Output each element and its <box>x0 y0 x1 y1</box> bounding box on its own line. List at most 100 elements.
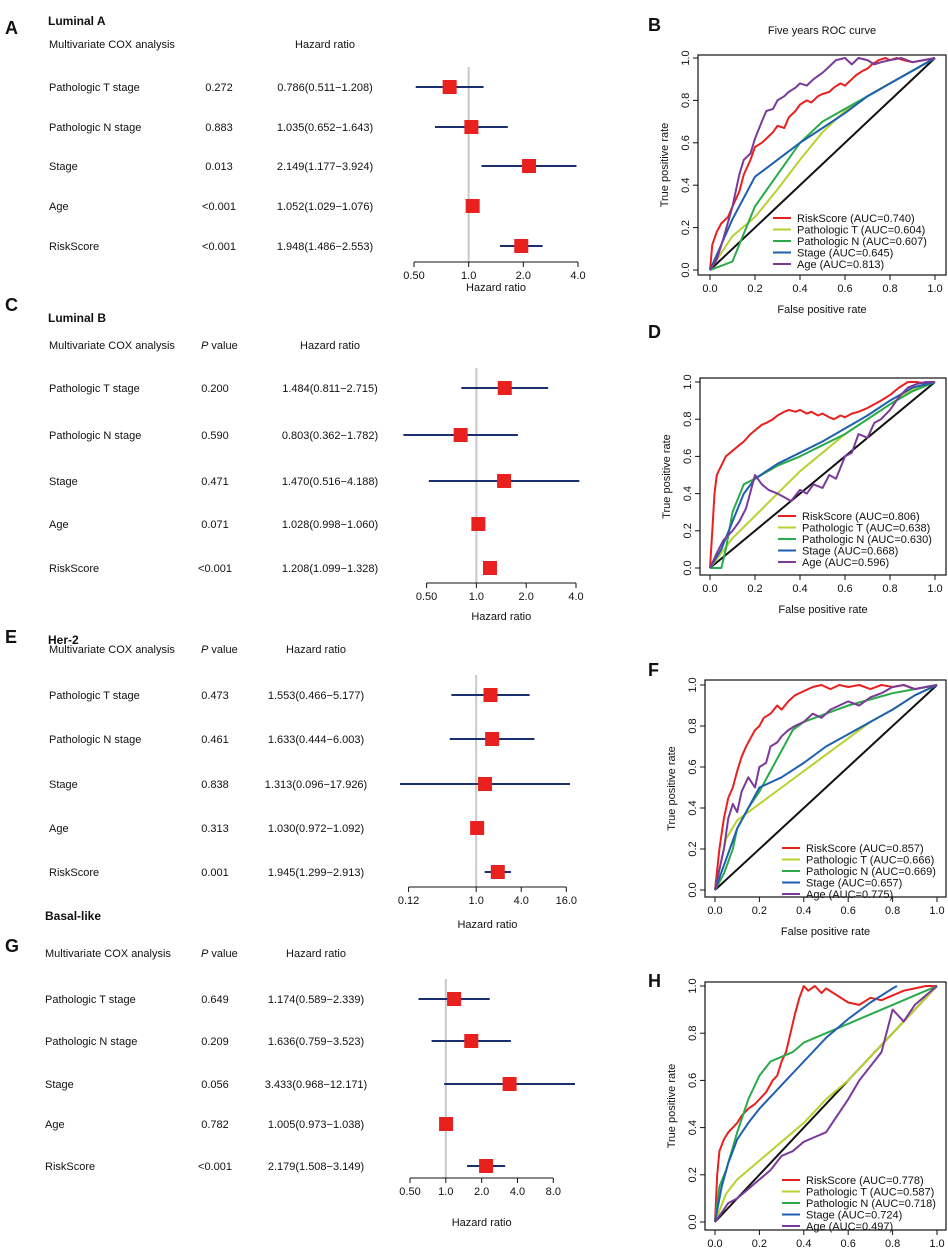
hr-marker <box>479 1159 494 1173</box>
row-label: RiskScore <box>49 241 99 253</box>
row-hazard-ratio: 1.948(1.486−2.553) <box>277 241 373 253</box>
row-label: Age <box>49 823 69 835</box>
row-label: RiskScore <box>49 563 99 575</box>
forest-panel-G: G Basal-like Multivariate COX analysis P va… <box>5 909 575 1229</box>
row-label: Pathologic N stage <box>45 1036 137 1048</box>
y-tick-label: 0.0 <box>682 560 694 575</box>
roc-curve <box>714 985 938 1223</box>
x-tick-label: 0.8 <box>882 283 897 295</box>
row-hazard-ratio: 2.179(1.508−3.149) <box>268 1161 364 1173</box>
x-tick-label: 16.0 <box>556 895 577 907</box>
row-p-value: 0.471 <box>201 476 229 488</box>
x-tick-label: 0.6 <box>837 583 852 595</box>
y-tick-label: 0.8 <box>687 1026 699 1041</box>
hr-marker <box>497 381 512 395</box>
hr-marker <box>497 474 512 488</box>
subtype-title: Luminal A <box>48 14 106 28</box>
x-tick-label: 1.0 <box>927 583 942 595</box>
y-tick-label: 0.0 <box>680 262 692 277</box>
p-italic: P <box>201 644 209 656</box>
y-tick-label: 0.2 <box>687 841 699 856</box>
column-header-p-value: P value <box>201 948 238 960</box>
row-p-value: 0.056 <box>201 1079 229 1091</box>
subtype-title: Her-2 <box>48 633 79 647</box>
plot-frame <box>704 981 947 1231</box>
x-tick-label: 0.2 <box>752 1238 767 1250</box>
row-label: Stage <box>49 161 78 173</box>
x-axis-label: False positive rate <box>777 304 866 316</box>
row-hazard-ratio: 1.636(0.759−3.523) <box>268 1036 364 1048</box>
diagonal-reference <box>709 381 936 569</box>
roc-curve <box>714 684 938 891</box>
roc-curve <box>709 381 935 569</box>
row-p-value: 0.461 <box>201 734 229 746</box>
column-header-p-value: P value <box>201 644 238 656</box>
roc-curve <box>714 985 898 1223</box>
hr-marker <box>522 159 537 173</box>
y-axis-label: True positive rate <box>661 434 673 519</box>
row-label: Pathologic T stage <box>49 690 140 702</box>
row-p-value: 0.200 <box>201 383 229 395</box>
legend-entry: RiskScore (AUC=0.740) <box>797 213 915 225</box>
row-label: Pathologic T stage <box>45 994 136 1006</box>
row-p-value: 0.782 <box>201 1119 229 1131</box>
row-hazard-ratio: 0.803(0.362−1.782) <box>282 430 378 442</box>
p-italic: P <box>201 340 209 352</box>
x-tick-label: 1.0 <box>929 905 944 917</box>
x-tick-label: 0.0 <box>702 583 717 595</box>
y-tick-label: 0.2 <box>682 523 694 538</box>
x-tick-label: 0.12 <box>398 895 419 907</box>
x-tick-label: 1.0 <box>438 1186 453 1198</box>
x-tick-label: 4.0 <box>570 270 585 282</box>
row-label: Pathologic N stage <box>49 430 141 442</box>
x-tick-label: 0.6 <box>841 1238 856 1250</box>
x-tick-label: 0.4 <box>792 583 807 595</box>
x-tick-label: 0.4 <box>792 283 807 295</box>
row-hazard-ratio: 1.633(0.444−6.003) <box>268 734 364 746</box>
roc-curve <box>714 684 938 891</box>
x-tick-label: 1.0 <box>469 591 484 603</box>
plot-frame <box>697 54 947 276</box>
row-hazard-ratio: 3.433(0.968−12.171) <box>265 1079 367 1091</box>
hr-marker <box>465 199 480 213</box>
x-axis-label: False positive rate <box>781 926 870 938</box>
x-tick-label: 1.0 <box>929 1238 944 1250</box>
legend-entry: RiskScore (AUC=0.806) <box>802 511 920 523</box>
column-header-analysis: Multivariate COX analysis <box>49 644 175 656</box>
y-tick-label: 0.0 <box>687 882 699 897</box>
x-tick-label: 1.0 <box>927 283 942 295</box>
row-p-value: 0.209 <box>201 1036 229 1048</box>
x-axis-label: Hazard ratio <box>452 1217 512 1229</box>
roc-panel-B: B Five years ROC curve 0.0 0.0 0.2 0.2 0.4 0.4 0… <box>648 15 947 316</box>
y-tick-label: 0.8 <box>680 93 692 108</box>
legend-entry: Pathologic N (AUC=0.630) <box>802 534 932 546</box>
y-tick-label: 0.8 <box>687 718 699 733</box>
row-label: Pathologic T stage <box>49 383 140 395</box>
row-hazard-ratio: 1.028(0.998−1.060) <box>282 519 378 531</box>
x-axis-label: Hazard ratio <box>457 919 517 931</box>
roc-curve <box>714 684 938 891</box>
roc-curve <box>709 57 936 271</box>
legend-entry: Age (AUC=0.596) <box>802 557 889 569</box>
row-hazard-ratio: 1.484(0.811−2.715) <box>282 383 378 395</box>
y-axis-label: True positive rate <box>666 1064 678 1149</box>
forest-panel-C: C Luminal B Multivariate COX analysis P val… <box>5 295 584 623</box>
hr-marker <box>502 1077 517 1091</box>
y-tick-label: 0.0 <box>687 1214 699 1229</box>
row-label: Age <box>49 201 69 213</box>
x-tick-label: 2.0 <box>474 1186 489 1198</box>
x-tick-label: 0.4 <box>796 905 811 917</box>
hr-marker <box>447 992 462 1006</box>
legend-entry: Stage (AUC=0.645) <box>797 248 893 260</box>
diagonal-reference <box>714 684 938 891</box>
row-hazard-ratio: 1.208(1.099−1.328) <box>282 563 378 575</box>
hr-marker <box>464 1034 479 1048</box>
row-hazard-ratio: 1.174(0.589−2.339) <box>268 994 364 1006</box>
plot-frame <box>699 377 947 576</box>
panel-letter: C <box>5 295 18 315</box>
row-label: Stage <box>49 779 78 791</box>
row-label: Pathologic N stage <box>49 734 141 746</box>
hr-marker <box>483 688 498 702</box>
x-tick-label: 0.0 <box>707 1238 722 1250</box>
